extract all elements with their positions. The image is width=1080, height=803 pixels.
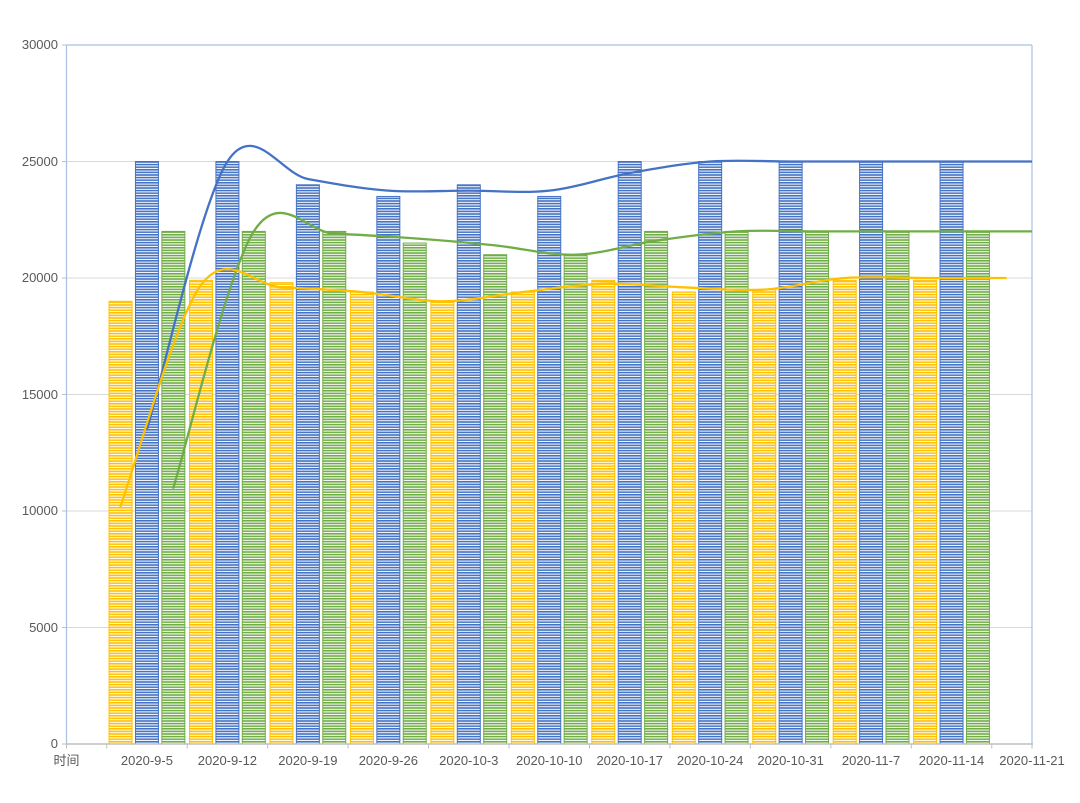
bar-yellow-column [108, 300, 133, 745]
x-axis-label: 2020-11-14 [918, 753, 985, 768]
x-axis-label: 2020-10-24 [676, 753, 744, 768]
y-axis-label: 15000 [21, 386, 58, 402]
line-blue [145, 144, 1032, 431]
y-axis-label: 0 [50, 736, 58, 751]
bar-green-column [724, 230, 749, 745]
bar-green-column [563, 254, 588, 745]
y-axis-label: 10000 [21, 503, 58, 518]
y-axis-label: 30000 [21, 37, 58, 52]
bar-blue-column [295, 184, 320, 745]
line-yellow [119, 268, 1007, 508]
bar-blue-column [778, 161, 803, 745]
bar-blue-column [698, 161, 723, 745]
x-axis-label: 2020-10-3 [439, 753, 499, 768]
bar-green-column [241, 230, 266, 745]
x-axis-label: 2020-10-10 [516, 753, 583, 768]
bar-green-column [885, 230, 910, 745]
y-axis-label: 5000 [29, 619, 58, 635]
bar-yellow-column [189, 279, 214, 745]
bar-green-column [644, 230, 669, 745]
x-axis-label: 2020-10-17 [596, 753, 663, 768]
y-axis-label: 25000 [21, 153, 58, 169]
y-axis-label: 20000 [21, 270, 58, 285]
bar-yellow-column [591, 279, 616, 745]
bar-green-column [483, 254, 508, 745]
bar-yellow-column [752, 289, 777, 745]
x-axis-label: 2020-9-26 [358, 753, 418, 768]
bar-yellow-column [349, 291, 374, 745]
bar-green-column [402, 242, 427, 745]
x-axis-label: 2020-9-19 [278, 753, 338, 768]
bar-blue-column [376, 195, 401, 745]
bar-blue-column [456, 184, 481, 745]
line-green [172, 211, 1032, 489]
bar-green-column [322, 230, 347, 745]
bar-blue-column [859, 161, 884, 745]
bar-blue-column [537, 195, 562, 745]
bar-blue-column [134, 161, 159, 745]
bar-yellow-column [510, 291, 535, 745]
bar-yellow-column [671, 291, 696, 745]
bar-yellow-column [430, 300, 455, 745]
bar-blue-column [215, 161, 240, 745]
x-axis-label: 2020-11-21 [999, 753, 1065, 768]
bar-yellow-column [913, 279, 938, 745]
bar-yellow-column [269, 282, 294, 745]
bar-green-column [805, 230, 830, 745]
bar-green-column [965, 230, 990, 745]
x-axis-label: 2020-9-12 [197, 753, 258, 768]
x-axis-label: 2020-9-5 [120, 753, 173, 768]
x-axis-label: 2020-11-7 [841, 753, 901, 768]
bar-yellow-column [832, 279, 857, 745]
x-axis-label: 时间 [53, 753, 80, 768]
bar-blue-column [939, 161, 964, 745]
x-axis-label: 2020-10-31 [757, 753, 824, 768]
bar-blue-column [617, 161, 642, 745]
